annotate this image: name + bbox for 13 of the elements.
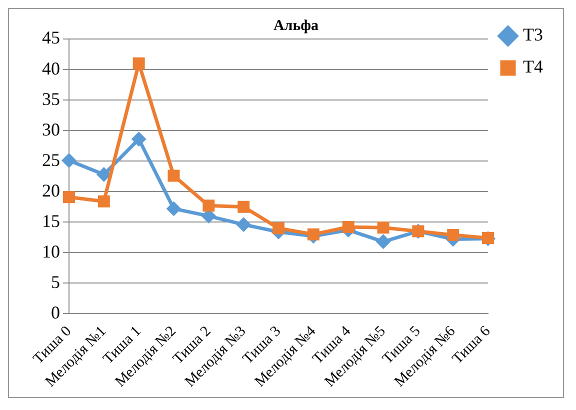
- y-tick-label: 30: [42, 119, 60, 140]
- y-tick-label: 40: [42, 58, 60, 78]
- y-tick-label: 35: [42, 88, 60, 109]
- chart-title: Альфа: [273, 18, 320, 34]
- y-tick-label: 0: [51, 302, 60, 322]
- y-tick-label: 5: [51, 272, 60, 292]
- y-tick-label: 20: [42, 180, 60, 200]
- legend-label: T3: [523, 24, 544, 45]
- y-tick-label: 10: [42, 241, 60, 262]
- y-tick-label: 45: [42, 28, 60, 48]
- y-tick-label: 25: [42, 150, 60, 170]
- y-tick-label: 15: [42, 210, 60, 231]
- legend-label: T4: [523, 56, 544, 77]
